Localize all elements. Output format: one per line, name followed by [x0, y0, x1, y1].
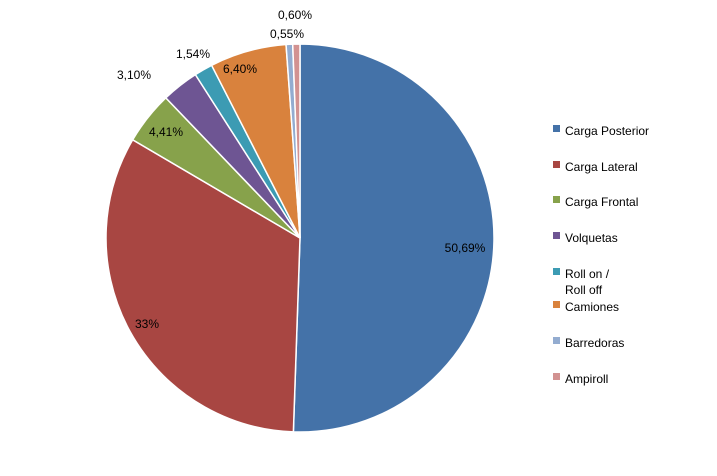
- legend-swatch-7: [553, 337, 560, 344]
- legend-swatch-6: [553, 301, 560, 308]
- pie-data-labels: 50,69% 33% 4,41% 3,10% 1,54% 6,40% 0,55% 0,60%: [117, 8, 486, 331]
- legend-swatch-4: [553, 232, 560, 239]
- data-label-volquetas: 3,10%: [117, 68, 151, 82]
- legend-label-5-line-2: Roll off: [565, 283, 603, 297]
- pie-slice-carga-lateral: [105, 138, 301, 433]
- legend-swatch-3: [553, 196, 560, 203]
- legend-label-5-line-1: Roll on /: [565, 267, 610, 281]
- legend-swatch-2: [553, 161, 560, 168]
- legend-label-2: Carga Lateral: [565, 160, 638, 174]
- pie-slice-ampiroll: [291, 43, 301, 239]
- legend-label-1: Carga Posterior: [565, 124, 649, 138]
- legend-label-4: Volquetas: [565, 231, 618, 245]
- legend-swatch-5: [553, 268, 560, 275]
- legend-swatch-1: [553, 125, 560, 132]
- legend-label-7: Barredoras: [565, 336, 624, 350]
- data-label-roll-on-roll-off: 1,54%: [176, 47, 210, 61]
- pie-slice-carga-posterior: [292, 43, 495, 433]
- data-label-camiones: 6,40%: [223, 62, 257, 76]
- data-label-barredoras: 0,55%: [270, 27, 304, 41]
- legend-swatch-8: [553, 373, 560, 380]
- data-label-ampiroll: 0,60%: [278, 8, 312, 22]
- data-label-carga-frontal: 4,41%: [149, 125, 183, 139]
- pie-slices: [105, 43, 495, 433]
- legend-label-3: Carga Frontal: [565, 195, 638, 209]
- legend: Carga Posterior Carga Lateral Carga Fronta…: [553, 124, 649, 386]
- legend-label-8: Ampiroll: [565, 372, 608, 386]
- legend-label-6: Camiones: [565, 300, 619, 314]
- data-label-carga-posterior: 50,69%: [445, 241, 486, 255]
- data-label-carga-lateral: 33%: [135, 317, 159, 331]
